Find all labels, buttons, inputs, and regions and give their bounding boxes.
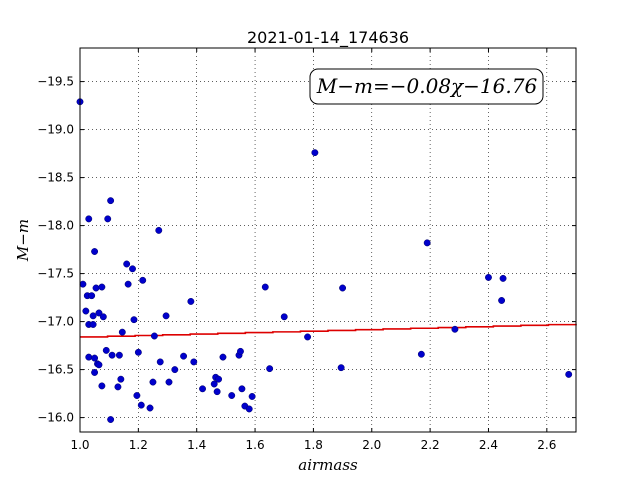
data-point — [162, 312, 170, 320]
data-point — [130, 316, 138, 324]
data-point — [104, 215, 112, 223]
data-point — [187, 297, 195, 305]
data-point — [339, 284, 347, 292]
data-point — [107, 416, 115, 423]
data-point — [98, 283, 106, 291]
data-point — [171, 366, 179, 374]
y-tick-label: −18.5 — [37, 171, 74, 185]
x-tick-label: 2.2 — [421, 438, 440, 452]
data-point — [123, 260, 131, 268]
data-point — [245, 405, 253, 413]
y-tick-label: −19.0 — [37, 123, 74, 137]
data-point — [146, 404, 154, 412]
data-point — [95, 309, 103, 317]
data-point — [98, 382, 106, 390]
data-point — [79, 280, 87, 288]
data-point — [180, 352, 188, 360]
data-point — [237, 347, 244, 355]
chart-title: 2021-01-14_174636 — [247, 28, 409, 48]
data-point — [155, 226, 163, 234]
data-point — [219, 353, 227, 361]
data-point — [565, 370, 573, 378]
data-point — [156, 358, 164, 366]
y-tick-label: −17.5 — [37, 267, 74, 281]
axis-ticks: 1.0 1.2 1.4 1.6 1.8 2.0 2.2 2.4 2.6 −16.0 −16.5 −17… — [37, 48, 576, 452]
data-point — [149, 378, 157, 386]
x-tick-label: 1.4 — [187, 438, 206, 452]
data-point — [133, 392, 141, 399]
annotation-text: M−m=−0.08χ−16.76 — [316, 74, 538, 98]
data-point — [85, 215, 93, 223]
data-point — [261, 283, 269, 291]
x-tick-label: 1.2 — [129, 438, 148, 452]
data-point — [213, 388, 221, 396]
data-point — [238, 385, 246, 393]
data-point — [485, 273, 492, 281]
annotation-box — [309, 68, 544, 105]
x-tick-label: 1.6 — [246, 438, 265, 452]
data-points — [76, 98, 573, 423]
y-tick-label: −19.5 — [37, 75, 74, 89]
data-point — [311, 149, 319, 157]
data-point — [124, 280, 132, 288]
data-point — [498, 297, 506, 304]
grid-lines — [79, 48, 576, 432]
data-point — [210, 380, 218, 388]
data-point — [248, 393, 256, 400]
y-tick-label: −16.0 — [37, 411, 74, 425]
data-point — [215, 375, 223, 383]
x-tick-label: 1.0 — [70, 438, 89, 452]
fit-annotation: M−m=−0.08χ−16.76 — [309, 68, 544, 105]
data-point — [115, 351, 123, 359]
data-point — [150, 332, 158, 340]
y-tick-label: −16.5 — [37, 363, 74, 377]
data-point — [108, 351, 116, 359]
data-point — [137, 401, 145, 409]
data-point — [499, 274, 507, 282]
y-tick-label: −17.0 — [37, 315, 74, 329]
data-point — [99, 313, 107, 321]
data-point — [91, 248, 99, 255]
y-tick-label: −18.0 — [37, 219, 74, 233]
x-axis-label: airmass — [298, 456, 358, 474]
data-point — [165, 378, 173, 386]
data-point — [118, 328, 126, 336]
data-point — [85, 353, 93, 361]
data-point — [417, 350, 425, 358]
data-point — [102, 346, 110, 354]
data-point — [89, 321, 97, 328]
x-tick-label: 2.0 — [362, 438, 381, 452]
data-point — [107, 197, 115, 205]
fit-line-group — [80, 323, 577, 338]
fit-line — [80, 323, 577, 338]
data-point — [129, 265, 136, 273]
data-point — [82, 307, 90, 315]
data-point — [228, 392, 236, 399]
y-axis-label: M−m — [14, 219, 32, 262]
data-point — [88, 292, 96, 300]
x-tick-label: 2.6 — [537, 438, 556, 452]
data-point — [92, 284, 100, 292]
data-point — [117, 375, 125, 383]
data-point — [304, 333, 312, 341]
data-point — [423, 239, 431, 247]
data-point — [95, 361, 103, 369]
data-point — [134, 348, 142, 356]
data-point — [114, 383, 122, 391]
data-point — [280, 313, 288, 321]
data-point — [190, 358, 198, 366]
data-point — [337, 364, 345, 372]
data-point — [89, 312, 97, 320]
x-tick-label: 1.8 — [304, 438, 323, 452]
data-point — [451, 325, 459, 333]
plot-frame — [79, 47, 577, 433]
x-tick-label: 2.4 — [479, 438, 498, 452]
data-point — [266, 365, 274, 373]
data-point — [139, 276, 147, 284]
data-point — [91, 369, 99, 376]
data-point — [199, 385, 206, 393]
data-point — [91, 354, 99, 362]
